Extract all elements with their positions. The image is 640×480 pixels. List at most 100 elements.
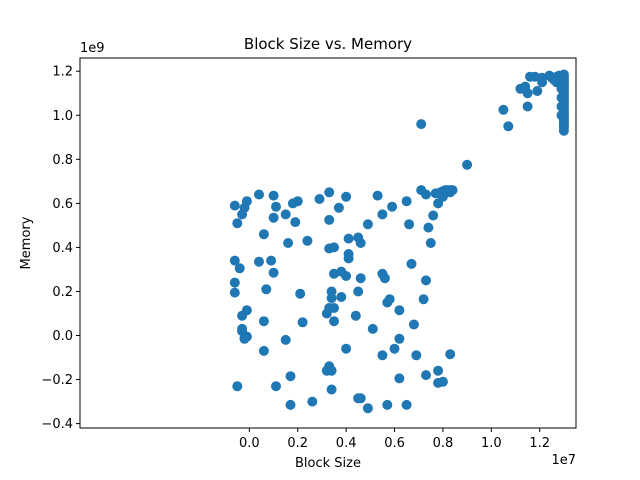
y-tick-label: 1.2 (52, 65, 73, 80)
data-point (254, 256, 264, 267)
data-point (326, 365, 337, 376)
data-point (423, 222, 434, 233)
data-point (258, 345, 269, 356)
data-point (394, 373, 405, 384)
data-point (229, 277, 240, 288)
data-point (377, 350, 388, 361)
data-point (283, 238, 294, 248)
data-point (421, 189, 431, 200)
x-tick-label: 0.0 (239, 436, 260, 451)
data-point (258, 316, 269, 327)
y-tick-label: −0.4 (41, 417, 73, 432)
data-point (232, 218, 243, 229)
data-point (329, 316, 339, 327)
data-point (295, 288, 306, 299)
data-points (229, 69, 569, 414)
x-tick-label: 0.2 (287, 436, 308, 451)
data-point (271, 201, 281, 212)
data-point (333, 202, 344, 213)
data-point (232, 381, 243, 392)
data-point (367, 323, 378, 334)
data-point (234, 263, 245, 274)
data-point (503, 121, 514, 132)
data-point (445, 349, 456, 360)
data-point (329, 303, 339, 313)
data-point (280, 209, 291, 220)
data-point (362, 219, 373, 230)
data-point (321, 308, 332, 319)
data-point (411, 350, 422, 361)
data-point (421, 370, 431, 381)
y-axis: −0.4 −0.2 0.0 0.2 0.4 0.6 0.8 1.0 1.2 (41, 65, 80, 432)
data-point (329, 242, 339, 253)
data-point (271, 381, 281, 392)
y-tick-label: −0.2 (41, 373, 73, 388)
data-point (425, 238, 436, 248)
data-point (556, 101, 567, 112)
data-point (350, 310, 361, 321)
data-point (297, 317, 308, 328)
data-point (307, 396, 318, 407)
data-point (433, 365, 444, 376)
data-point (336, 292, 347, 302)
data-point (377, 209, 388, 220)
data-point (237, 209, 248, 220)
data-point (285, 399, 296, 410)
data-point (421, 275, 431, 286)
data-point (404, 219, 415, 230)
data-point (239, 333, 250, 344)
y-tick-label: 1.0 (52, 109, 73, 124)
data-point (266, 255, 277, 266)
data-point (324, 187, 335, 198)
y-tick-label: 0.4 (52, 241, 73, 256)
x-axis: 0.0 0.2 0.4 0.6 0.8 1.0 1.2 (239, 428, 550, 451)
data-point (268, 212, 279, 223)
x-axis-label: Block Size (295, 456, 361, 471)
data-point (437, 376, 448, 387)
data-point (290, 217, 301, 228)
y-tick-label: 0.0 (52, 329, 73, 344)
y-offset-label: 1e9 (80, 41, 105, 56)
data-point (522, 101, 533, 112)
y-tick-label: 0.2 (52, 285, 73, 300)
data-point (387, 201, 398, 212)
data-point (406, 258, 417, 269)
data-point (254, 189, 264, 200)
data-point (401, 196, 412, 207)
data-point (268, 190, 279, 201)
data-point (343, 253, 354, 264)
data-point (372, 190, 383, 201)
x-offset-label: 1e7 (551, 453, 576, 468)
data-point (355, 273, 366, 284)
data-point (341, 271, 352, 281)
data-point (355, 393, 366, 404)
data-point (261, 284, 272, 295)
data-point (362, 403, 373, 414)
data-point (285, 371, 296, 382)
data-point (558, 125, 569, 136)
data-point (556, 110, 567, 121)
data-point (326, 384, 337, 395)
data-point (389, 343, 400, 354)
data-point (341, 191, 352, 202)
data-point (302, 235, 313, 246)
data-point (556, 83, 567, 94)
plot-frame (79, 57, 577, 429)
data-point (401, 399, 412, 410)
data-point (353, 232, 364, 243)
data-point (532, 86, 543, 96)
data-point (556, 92, 567, 103)
x-tick-label: 0.8 (433, 436, 454, 451)
data-point (314, 194, 325, 204)
data-point (416, 119, 427, 130)
data-point (394, 305, 405, 316)
data-point (394, 333, 405, 344)
x-tick-label: 0.6 (384, 436, 405, 451)
x-tick-label: 1.2 (529, 436, 550, 451)
data-point (324, 214, 335, 225)
y-tick-label: 0.8 (52, 153, 73, 168)
data-point (292, 196, 303, 207)
data-point (229, 287, 240, 298)
